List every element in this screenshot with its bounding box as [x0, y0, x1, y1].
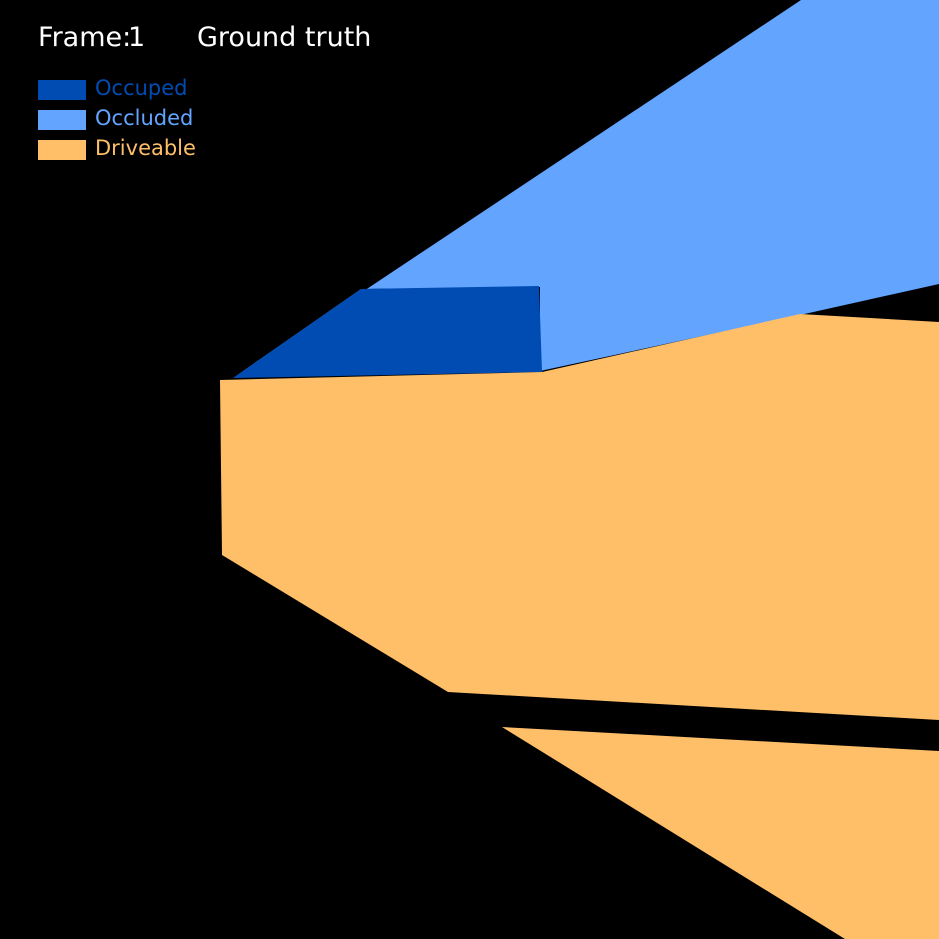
occluded-region	[233, 0, 939, 378]
legend-swatch-driveable	[38, 140, 86, 160]
legend-label-occluded: Occluded	[95, 106, 194, 130]
occupied-region	[233, 286, 542, 378]
legend-swatch-occupied	[38, 80, 86, 100]
legend-item-occupied: Occuped	[38, 76, 238, 108]
view-title: Ground truth	[197, 22, 372, 53]
legend-label-occupied: Occuped	[95, 76, 188, 100]
legend: Occuped Occluded Driveable	[38, 76, 238, 168]
legend-item-occluded: Occluded	[38, 106, 238, 138]
legend-item-driveable: Driveable	[38, 136, 238, 168]
legend-swatch-occluded	[38, 110, 86, 130]
legend-label-driveable: Driveable	[95, 136, 196, 160]
frame-header: Frame: 1 Ground truth	[38, 22, 458, 62]
driveable-region-lower	[502, 727, 939, 939]
frame-label: Frame:	[38, 22, 132, 53]
frame-number: 1	[128, 22, 146, 53]
driveable-region-main	[220, 314, 939, 720]
